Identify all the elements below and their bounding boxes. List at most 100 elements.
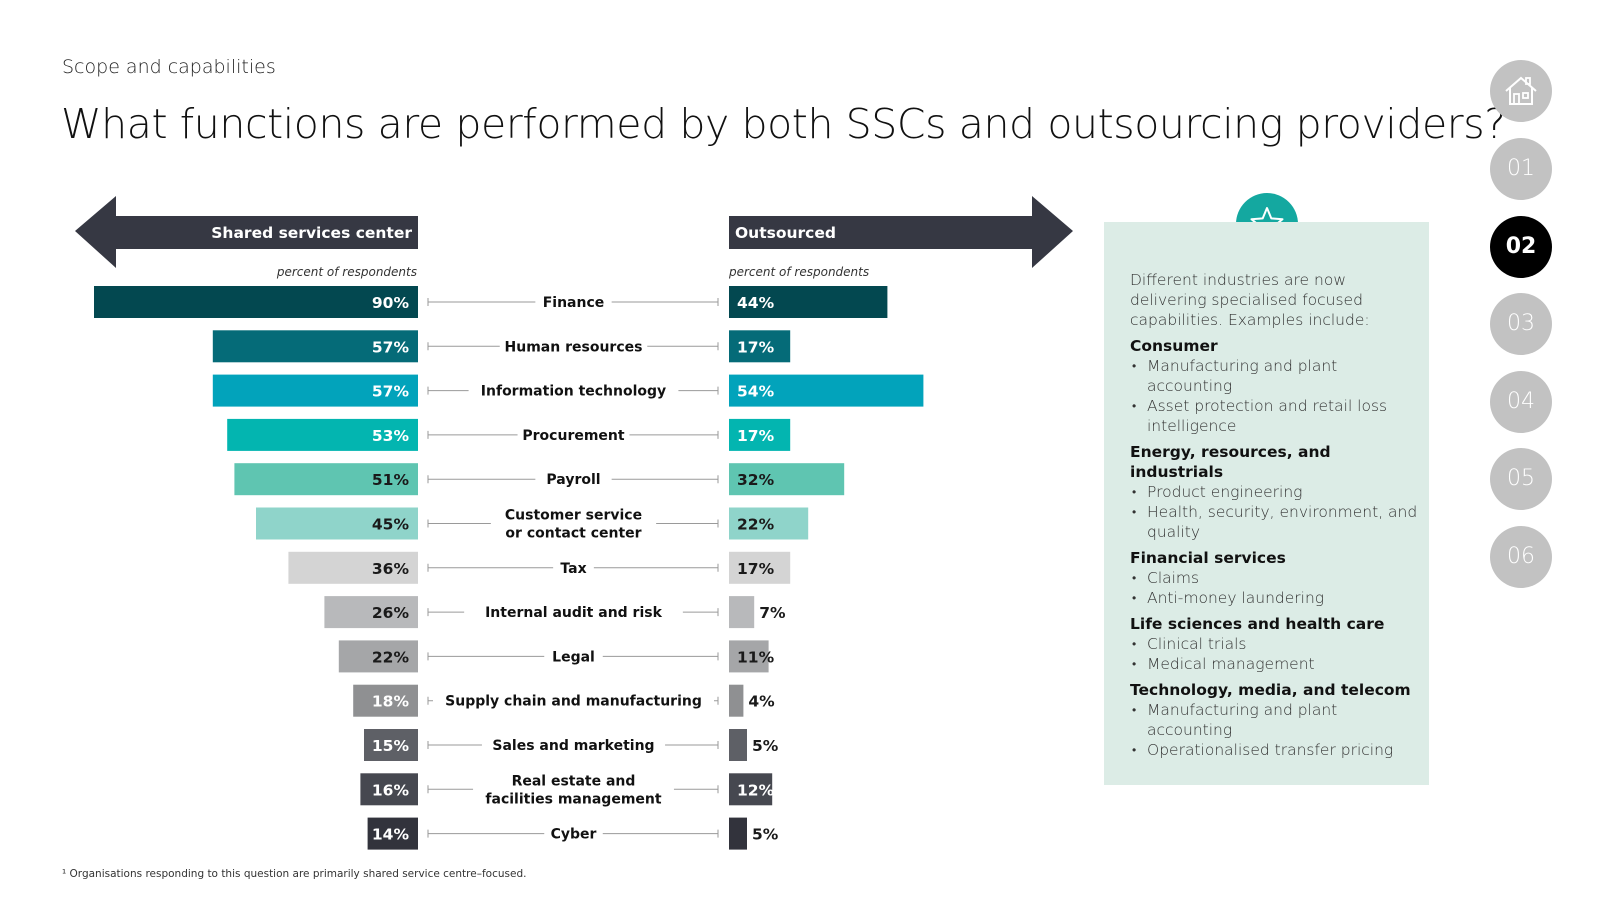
industry-item: Operationalised transfer pricing [1130,740,1420,760]
ssc-value-label: 36% [372,560,410,578]
category-label: Legal [552,649,595,665]
industry-title: Financial services [1130,549,1286,567]
butterfly-chart: Shared services center Outsourced percent … [75,196,1073,850]
nav-section-03[interactable]: 03 [1490,293,1552,355]
right-arrow [729,196,1073,268]
ssc-bar [227,418,418,451]
category-label-bg [473,770,674,809]
industry-list: Product engineeringHealth, security, env… [1130,482,1420,542]
outsourced-bar [729,640,769,673]
nav-section-01[interactable]: 01 [1490,138,1552,200]
category-label-bg [499,336,648,357]
category-label-bg [517,424,630,445]
category-label: Payroll [546,472,600,488]
industry-item: Health, security, environment, and quali… [1130,502,1420,542]
ssc-value-label: 57% [372,383,410,401]
industry-category: ConsumerManufacturing and plant accounti… [1130,336,1420,436]
industry-item: Clinical trials [1130,634,1420,654]
outsourced-bar [729,286,888,318]
outsourced-value-label: 5% [752,737,779,755]
category-label-bg [433,690,714,711]
industry-category: Technology, media, and telecomManufactur… [1130,680,1420,760]
ssc-bar [364,729,418,761]
ssc-value-label: 15% [372,737,410,755]
industry-list: Manufacturing and plant accountingAsset … [1130,356,1420,436]
category-label-bg [553,557,594,578]
outsourced-bar [729,773,773,806]
ssc-bar [360,773,418,806]
home-icon [1505,76,1537,105]
category-label: Real estate and [512,773,636,789]
nav-section-06[interactable]: 06 [1490,526,1552,588]
right-arrow-label: Outsourced [735,224,836,242]
industry-item: Anti-money laundering [1130,588,1420,608]
outsourced-bar [729,463,845,496]
ssc-bar [256,507,418,540]
outsourced-value-label: 11% [737,648,775,666]
category-label: Information technology [481,384,666,400]
industry-category: Energy, resources, and industrialsProduc… [1130,442,1420,542]
outsourced-bar [729,418,791,451]
ssc-value-label: 22% [372,648,410,666]
ssc-bar [367,817,418,850]
outsourced-value-label: 17% [737,427,775,445]
category-label-bg [535,292,612,312]
industry-category: Financial servicesClaimsAnti-money laund… [1130,548,1420,608]
ssc-value-label: 90% [372,294,410,312]
nav-section-04[interactable]: 04 [1490,371,1552,433]
category-label: Supply chain and manufacturing [445,694,702,710]
footnote: ¹ Organisations responding to this quest… [62,868,527,880]
category-label-bg [544,823,603,844]
ssc-value-label: 57% [372,338,410,356]
outsourced-value-label: 22% [737,516,775,534]
category-label-bg [481,735,666,755]
ssc-value-label: 14% [372,826,410,844]
industry-item: Manufacturing and plant accounting [1130,700,1420,740]
category-label: Human resources [505,339,643,355]
ssc-bar [324,596,418,629]
ssc-value-label: 51% [372,471,410,489]
category-label-bg [490,504,657,543]
category-label: Internal audit and risk [485,605,663,621]
outsourced-bar [729,507,809,540]
outsourced-bar [729,817,747,850]
ssc-value-label: 16% [372,781,410,799]
left-unit-label: percent of respondents [276,265,417,279]
industry-item: Asset protection and retail loss intelli… [1130,396,1420,436]
category-label: or contact center [505,526,641,542]
page-title: What functions are performed by both SSC… [61,100,1506,148]
outsourced-bar [729,330,791,363]
category-label: Sales and marketing [492,738,654,754]
industry-title: Energy, resources, and industrials [1130,443,1331,481]
category-label: Finance [543,295,605,311]
category-label: facilities management [485,791,661,807]
industry-list: Clinical trialsMedical management [1130,634,1420,674]
home-button[interactable] [1490,60,1552,122]
nav-section-05[interactable]: 05 [1490,448,1552,510]
ssc-bar [212,330,418,363]
panel-intro: Different industries are now delivering … [1130,271,1370,329]
category-label-bg [544,646,603,667]
ssc-bar [234,463,418,496]
outsourced-value-label: 7% [759,604,786,622]
category-label-bg [468,380,679,401]
outsourced-value-label: 32% [737,471,775,489]
left-arrow [75,196,418,268]
ssc-value-label: 26% [372,604,410,622]
industry-item: Manufacturing and plant accounting [1130,356,1420,396]
outsourced-value-label: 54% [737,383,775,401]
outsourced-value-label: 4% [748,693,775,711]
category-label: Cyber [551,827,597,843]
industry-title: Technology, media, and telecom [1130,681,1411,699]
outsourced-bar [729,729,747,761]
industry-list: ClaimsAnti-money laundering [1130,568,1420,608]
ssc-bar [338,640,418,673]
ssc-bar [353,684,418,717]
industry-title: Consumer [1130,337,1218,355]
right-unit-label: percent of respondents [728,265,869,279]
industry-item: Medical management [1130,654,1420,674]
left-arrow-label: Shared services center [211,224,412,242]
nav-section-02[interactable]: 02 [1490,216,1552,278]
category-label-bg [535,469,612,490]
ssc-value-label: 53% [372,427,410,445]
